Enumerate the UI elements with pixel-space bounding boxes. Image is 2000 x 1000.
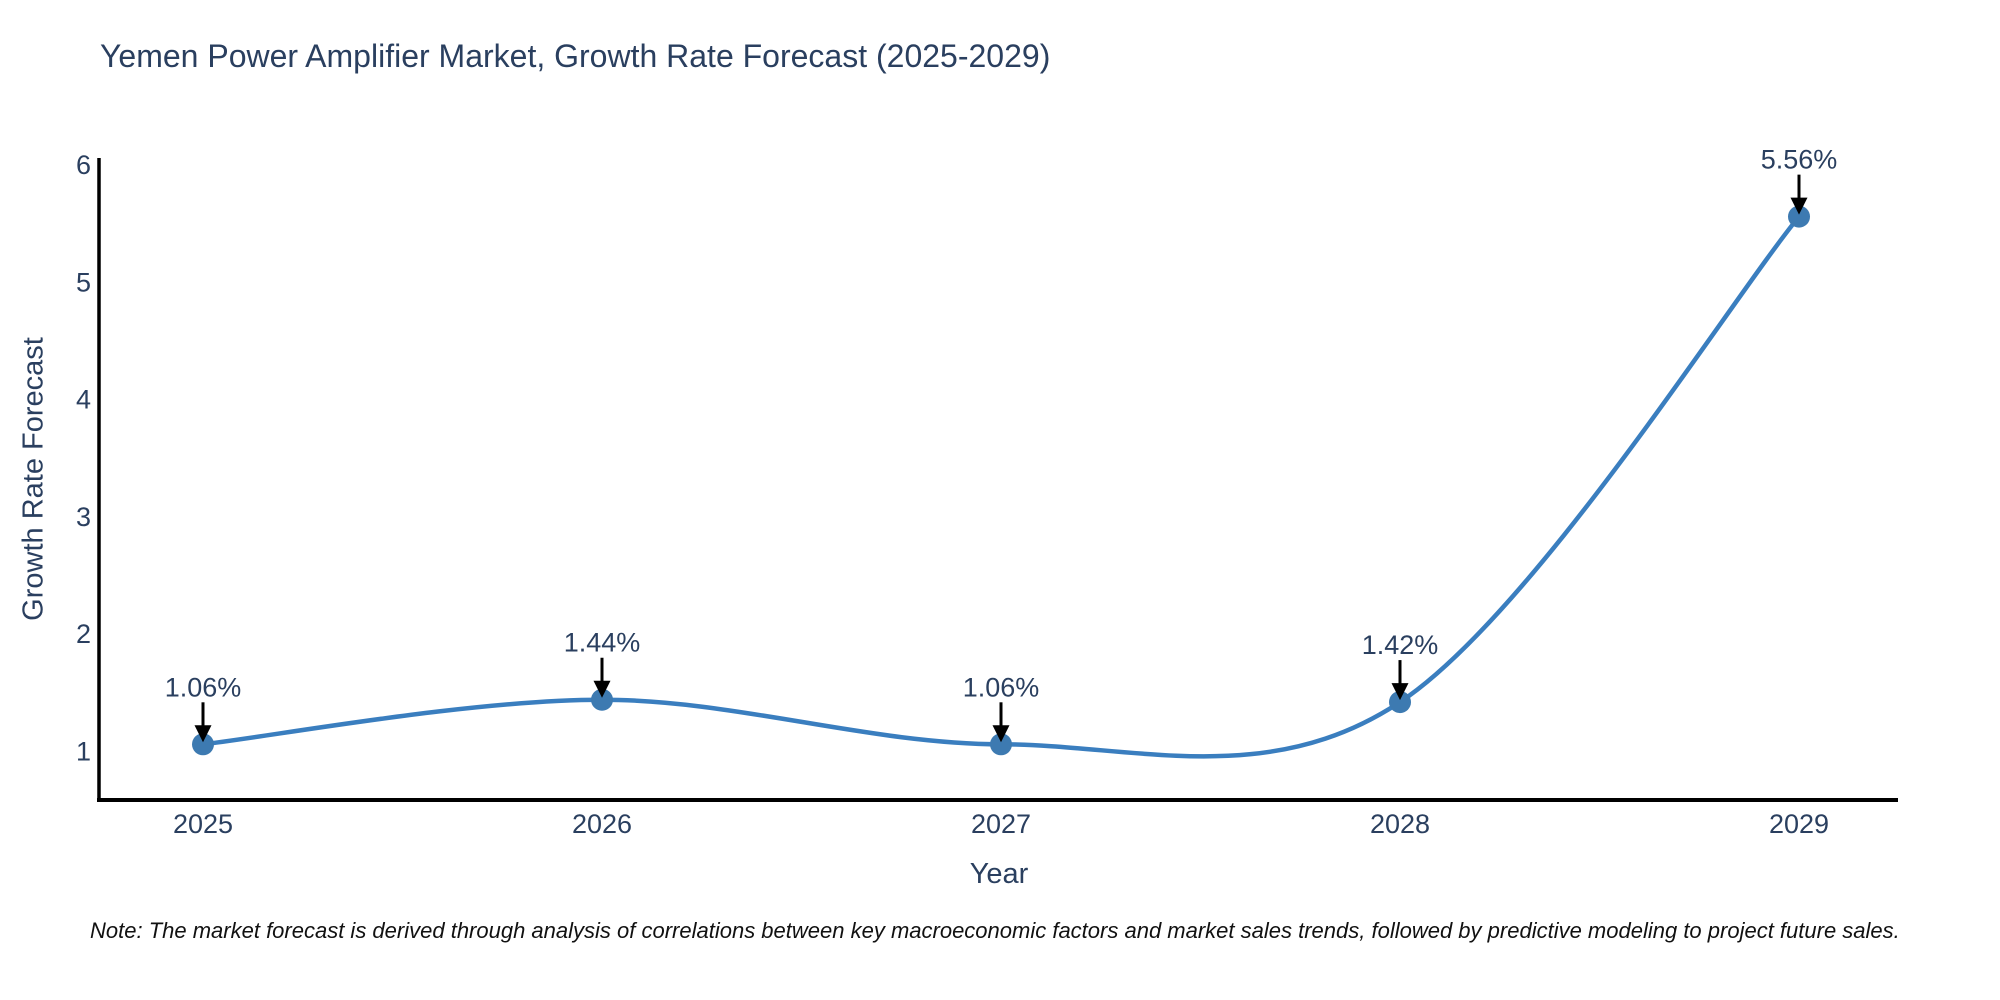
data-point-2028[interactable] (1389, 691, 1411, 714)
annotation-arrow-head (194, 725, 212, 743)
point-annotation: 5.56% (1761, 145, 1838, 175)
y-tick-label: 6 (76, 150, 91, 180)
data-point-2029[interactable] (1788, 205, 1810, 228)
y-tick-label: 4 (76, 385, 91, 415)
data-point-2025[interactable] (192, 733, 214, 756)
x-tick-label: 2026 (572, 809, 632, 839)
point-annotation: 1.44% (564, 628, 641, 658)
y-tick-label: 2 (76, 619, 91, 649)
x-tick-label: 2025 (173, 809, 233, 839)
point-annotation: 1.42% (1362, 630, 1439, 660)
point-annotation: 1.06% (963, 672, 1040, 702)
annotation-arrow-head (992, 725, 1010, 743)
forecast-line (200, 214, 1802, 759)
y-tick-label: 3 (76, 502, 91, 532)
data-point-2026[interactable] (591, 688, 613, 711)
annotation-arrow-head (1790, 197, 1808, 215)
footnote: Note: The market forecast is derived thr… (90, 918, 1900, 943)
chart-title: Yemen Power Amplifier Market, Growth Rat… (100, 38, 1051, 74)
point-annotation: 1.06% (165, 672, 242, 702)
x-tick-label: 2029 (1769, 809, 1829, 839)
x-tick-label: 2028 (1370, 809, 1430, 839)
x-tick-label: 2027 (971, 809, 1031, 839)
y-tick-label: 5 (76, 267, 91, 297)
x-axis-title: Year (969, 858, 1029, 890)
annotation-arrow-head (593, 680, 611, 698)
y-tick-label: 1 (76, 736, 91, 766)
data-point-2027[interactable] (990, 733, 1012, 756)
annotation-arrow-head (1391, 683, 1409, 701)
